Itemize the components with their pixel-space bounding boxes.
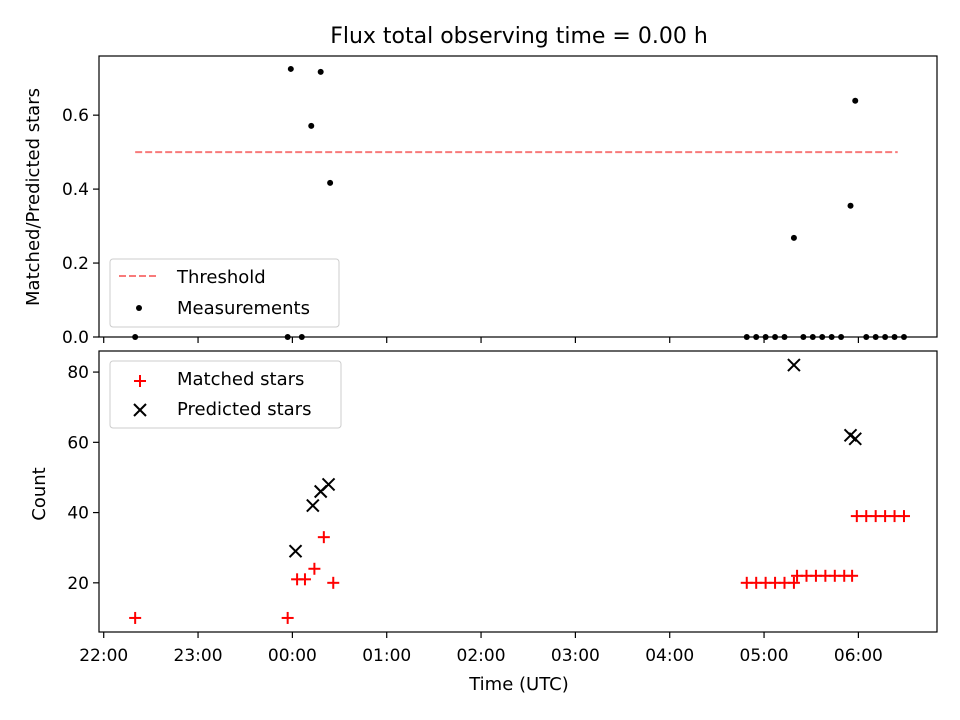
x-tick-label: 22:00 xyxy=(79,646,128,666)
top-y-tick-label: 0.6 xyxy=(62,106,89,126)
matched-stars-point xyxy=(308,562,321,575)
measurements-point xyxy=(308,122,315,129)
measurements-point xyxy=(847,202,854,209)
predicted-stars-point xyxy=(306,498,320,513)
bottom-y-tick-label: 20 xyxy=(67,574,89,594)
bottom-x-axis: 22:00 23:00 00:00 01:00 02:00 03:00 04:00 05:00… xyxy=(79,632,883,666)
matched-stars-legend-swatch xyxy=(134,375,146,387)
top-x-axis xyxy=(103,337,859,343)
top-y-axis-label: Matched/Predicted stars xyxy=(23,88,44,306)
x-tick-label: 04:00 xyxy=(645,646,694,666)
threshold-legend-label: Threshold xyxy=(176,267,266,288)
matched-stars-point xyxy=(327,576,340,589)
bottom-panel: 20 40 60 80 22:00 23:00 00:00 01:00 02:00 03:00 0… xyxy=(29,350,938,695)
bottom-y-tick-label: 60 xyxy=(67,433,89,453)
bottom-y-axis-label: Count xyxy=(29,467,50,520)
top-legend: Threshold Measurements xyxy=(109,258,340,328)
measurements-point xyxy=(852,97,859,104)
x-tick-label: 01:00 xyxy=(362,646,411,666)
bottom-axes-frame xyxy=(98,350,938,633)
bottom-y-tick-label: 80 xyxy=(67,363,89,383)
measurements-point xyxy=(327,179,334,186)
predicted-stars-point xyxy=(288,544,303,558)
predicted-stars-point xyxy=(787,358,801,372)
x-axis-label: Time (UTC) xyxy=(468,674,569,695)
x-tick-label: 05:00 xyxy=(740,646,789,666)
matched-stars-point xyxy=(787,576,800,589)
predicted-stars-legend-swatch xyxy=(133,403,147,417)
top-panel: 0.0 0.2 0.4 0.6 Matched/Predicted stars Thr… xyxy=(23,55,938,348)
x-tick-label: 23:00 xyxy=(174,646,223,666)
predicted-stars-legend-label: Predicted stars xyxy=(177,399,311,420)
bottom-y-axis: 20 40 60 80 xyxy=(67,363,99,594)
top-legend-box xyxy=(109,258,340,328)
measurements-point xyxy=(317,68,324,75)
measurements-point xyxy=(790,234,797,241)
chart-title: Flux total observing time = 0.00 h xyxy=(330,24,708,49)
matched-stars-point xyxy=(846,569,859,582)
top-y-tick-label: 0.4 xyxy=(62,180,89,200)
measurements-legend-swatch xyxy=(136,305,142,311)
measurements-legend-label: Measurements xyxy=(177,298,310,319)
x-tick-label: 00:00 xyxy=(268,646,317,666)
bottom-legend: Matched stars Predicted stars xyxy=(109,360,342,429)
matched-stars-point xyxy=(129,611,142,624)
matched-stars-point xyxy=(317,531,330,544)
x-tick-label: 02:00 xyxy=(457,646,506,666)
x-tick-label: 06:00 xyxy=(834,646,883,666)
matched-stars-point xyxy=(897,510,910,523)
predicted-stars-point xyxy=(321,477,336,492)
top-y-tick-label: 0.0 xyxy=(62,328,89,348)
measurements-point xyxy=(287,65,294,72)
bottom-legend-box xyxy=(109,360,342,429)
matched-stars-point xyxy=(281,611,294,624)
predicted-stars-point xyxy=(848,432,862,446)
top-axes-frame xyxy=(98,55,938,338)
bottom-plot-area xyxy=(129,358,910,624)
top-y-tick-label: 0.2 xyxy=(62,254,89,274)
matched-stars-point xyxy=(298,573,311,586)
top-y-axis: 0.0 0.2 0.4 0.6 xyxy=(62,106,99,348)
matched-stars-legend-label: Matched stars xyxy=(177,369,304,390)
bottom-y-tick-label: 40 xyxy=(67,504,89,524)
x-tick-label: 03:00 xyxy=(551,646,600,666)
